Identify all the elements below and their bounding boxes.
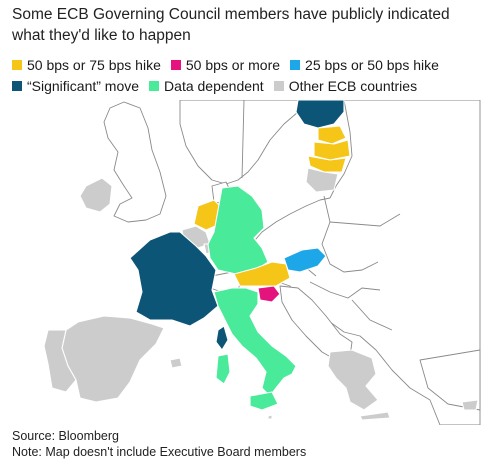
region-malta bbox=[267, 414, 273, 420]
non-ecb-countries bbox=[103, 100, 481, 425]
legend-label: 50 bps or more bbox=[185, 56, 281, 73]
legend-swatch-significant bbox=[12, 80, 22, 91]
region-finland bbox=[295, 100, 345, 129]
region-portugal bbox=[43, 329, 77, 393]
region-sicily bbox=[249, 391, 279, 411]
europe-map bbox=[43, 100, 481, 425]
map-note: Note: Map doesn't include Executive Boar… bbox=[12, 445, 307, 459]
region-sardinia bbox=[215, 353, 231, 385]
legend-item-50-more: 50 bps or more bbox=[170, 55, 281, 75]
legend-row-1: 50 bps or 75 bps hike 50 bps or more 25 … bbox=[12, 54, 492, 75]
legend-item-hike-50-75: 50 bps or 75 bps hike bbox=[12, 55, 161, 75]
legend-label: “Significant” move bbox=[27, 77, 140, 94]
region-spain bbox=[61, 315, 165, 403]
legend-label: 25 bps or 50 bps hike bbox=[305, 56, 439, 73]
region-france bbox=[129, 231, 219, 327]
legend-label: 50 bps or 75 bps hike bbox=[27, 56, 161, 73]
region-balearics bbox=[169, 357, 183, 369]
region-latvia bbox=[313, 139, 351, 161]
ecb-countries bbox=[43, 100, 479, 421]
legend-item-hike-25-50: 25 bps or 50 bps hike bbox=[290, 55, 439, 75]
region-austria bbox=[233, 261, 291, 287]
legend-swatch-data-dependent bbox=[149, 80, 160, 91]
region-cyprus bbox=[461, 399, 479, 411]
region-greece bbox=[327, 349, 379, 411]
legend-swatch-50-more bbox=[170, 59, 181, 70]
region-crete bbox=[359, 411, 391, 421]
source-note: Source: Bloomberg bbox=[12, 429, 120, 443]
region-corsica bbox=[215, 325, 229, 351]
legend-swatch-hike-25-50 bbox=[290, 59, 301, 70]
uk-shape bbox=[103, 101, 167, 223]
scandinavia-shape bbox=[179, 100, 301, 185]
legend-swatch-other-ecb bbox=[273, 80, 284, 91]
legend-item-data-dependent: Data dependent bbox=[149, 76, 264, 96]
footer: Source: Bloomberg Note: Map doesn't incl… bbox=[12, 428, 306, 460]
legend: 50 bps or 75 bps hike 50 bps or more 25 … bbox=[12, 54, 492, 96]
legend-row-2: “Significant” move Data dependent Other … bbox=[12, 75, 492, 96]
legend-item-significant: “Significant” move bbox=[12, 76, 139, 96]
region-italy bbox=[213, 287, 297, 397]
region-lithuania bbox=[307, 155, 347, 173]
region-ireland bbox=[79, 177, 113, 213]
legend-label: Other ECB countries bbox=[288, 77, 418, 94]
legend-swatch-hike-50-75 bbox=[12, 59, 22, 70]
region-slovenia bbox=[257, 285, 281, 303]
chart-title: Some ECB Governing Council members have … bbox=[12, 6, 450, 44]
legend-item-other-ecb: Other ECB countries bbox=[273, 76, 418, 96]
legend-label: Data dependent bbox=[164, 77, 264, 94]
region-kaliningrad bbox=[305, 167, 339, 193]
region-slovakia bbox=[283, 247, 327, 273]
region-estonia bbox=[317, 125, 347, 145]
